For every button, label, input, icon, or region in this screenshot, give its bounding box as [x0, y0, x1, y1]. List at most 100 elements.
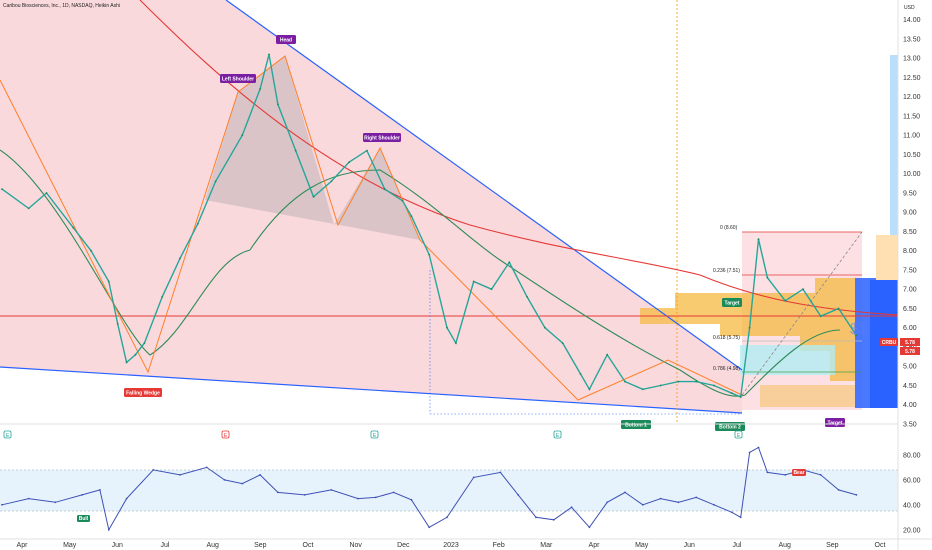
time-tick-label: Dec	[397, 542, 410, 549]
price-dots-point	[294, 149, 297, 152]
earnings-markers: E E E E E	[3, 430, 743, 439]
price-dots-point	[579, 373, 582, 375]
rsi-dots-point	[125, 497, 128, 500]
price-dots-point	[72, 226, 75, 229]
rsi-dots-point	[757, 446, 760, 449]
svg-text:Head: Head	[280, 38, 292, 44]
price-dots-point	[766, 276, 769, 279]
rsi-dots-point	[107, 528, 110, 531]
price-tick-label: 6.00	[903, 325, 917, 332]
price-dots-point	[472, 280, 475, 283]
price-tick-label: 11.00	[903, 133, 920, 140]
price-tick-label: 4.00	[903, 402, 917, 409]
time-tick-label: Jun	[684, 542, 695, 549]
price-dots-point	[268, 53, 270, 56]
price-dots-point	[837, 307, 840, 310]
svg-text:Bear: Bear	[793, 470, 804, 476]
price-tick-label: 12.50	[903, 75, 921, 82]
fib-label-618: 0.618 (5.75)	[713, 335, 740, 341]
price-dots-point	[641, 388, 644, 391]
rsi-tick-label: 40.00	[903, 502, 921, 509]
rsi-dots-point	[241, 482, 244, 485]
rsi-dots-point	[552, 518, 555, 521]
price-dots-point	[27, 207, 30, 210]
price-dots-point	[544, 326, 546, 329]
rsi-dots-point	[152, 469, 155, 471]
price-dots-point	[241, 134, 244, 137]
time-axis: Apr May Jun Jul Aug Sep Oct Nov Dec 2023 Feb Mar Apr…	[17, 542, 886, 549]
rsi-dots-point	[499, 471, 502, 474]
price-dots-point	[508, 261, 511, 264]
rsi-dots-point	[374, 496, 377, 499]
time-tick-label: May	[63, 542, 77, 549]
rsi-dots-point	[730, 511, 733, 514]
ma-50	[0, 149, 841, 397]
price-dots-point	[526, 296, 528, 298]
price-dots-point	[695, 380, 698, 383]
rsi-dots-point	[570, 506, 573, 509]
currency-label: USD	[904, 5, 915, 11]
price-dots-point	[446, 326, 448, 329]
rsi-tick-label: 20.00	[903, 527, 921, 534]
rsi-dots-point	[624, 491, 626, 494]
rsi-band	[0, 470, 898, 511]
price-dots-point	[428, 253, 431, 256]
price-dots-point	[739, 396, 742, 398]
time-tick-label: Oct	[875, 542, 886, 549]
annotation-bull: Bull	[77, 515, 90, 522]
ticker-tag: CRBU	[880, 338, 898, 346]
price-tag-2: 5.78	[900, 347, 920, 355]
rsi-dots-point	[392, 491, 395, 494]
time-tick-label: Jul	[161, 542, 170, 549]
annotation-left-shoulder: Left Shoulder	[220, 74, 256, 83]
annotation-target-1: Target	[722, 298, 742, 307]
price-tick-label: 8.00	[903, 248, 917, 255]
time-tick-label: Apr	[17, 542, 29, 549]
price-dots-point	[348, 161, 350, 164]
price-dots-point	[330, 180, 333, 183]
annotation-bottom-2: Bottom 2	[715, 422, 745, 431]
price-dots-point	[855, 334, 858, 337]
price-dots-point	[143, 342, 146, 344]
price-dots-point	[624, 380, 626, 383]
time-tick-label: Aug	[206, 542, 219, 549]
svg-text:E: E	[224, 433, 228, 439]
price-dots-point	[196, 222, 199, 225]
svg-text:E: E	[6, 433, 10, 439]
rsi-dots-point	[357, 497, 359, 500]
rsi-markers	[1, 446, 858, 531]
rsi-dots-point	[784, 474, 787, 476]
rsi-dots-point	[428, 526, 431, 529]
time-tick-label: Feb	[493, 542, 505, 549]
annotation-head: Head	[276, 35, 296, 44]
price-dots-point	[383, 188, 386, 191]
rsi-dots-point	[855, 494, 858, 496]
rsi-dots-point	[535, 516, 537, 519]
price-dots-point	[802, 288, 804, 291]
price-tick-label: 11.50	[903, 114, 920, 121]
price-dots-point	[107, 280, 110, 283]
price-dots-point	[312, 195, 315, 198]
rsi-dots-point	[99, 489, 101, 491]
svg-text:5.78: 5.78	[905, 340, 915, 346]
price-dots-point	[45, 192, 48, 194]
time-tick-label: May	[635, 542, 649, 549]
rsi-axis: 80.00 60.00 40.00 20.00	[903, 453, 921, 535]
price-tick-label: 13.00	[903, 56, 921, 63]
price-tick-label: 10.00	[903, 171, 921, 178]
annotation-right-shoulder: Right Shoulder	[363, 133, 401, 142]
price-dots-point	[784, 299, 787, 302]
price-dots-point	[259, 88, 261, 90]
price-tick-label: 7.00	[903, 287, 917, 294]
price-dots-point	[161, 296, 164, 298]
rsi-dots-point	[205, 466, 208, 469]
time-tick-label: Jul	[733, 542, 742, 549]
svg-text:Bull: Bull	[79, 516, 89, 522]
rsi-dots-point	[748, 451, 751, 454]
svg-text:Bottom 2: Bottom 2	[719, 425, 741, 431]
price-dots-point	[401, 199, 404, 202]
price-dots-point	[588, 388, 591, 391]
svg-text:E: E	[737, 433, 741, 439]
rsi-dots-point	[54, 501, 57, 504]
